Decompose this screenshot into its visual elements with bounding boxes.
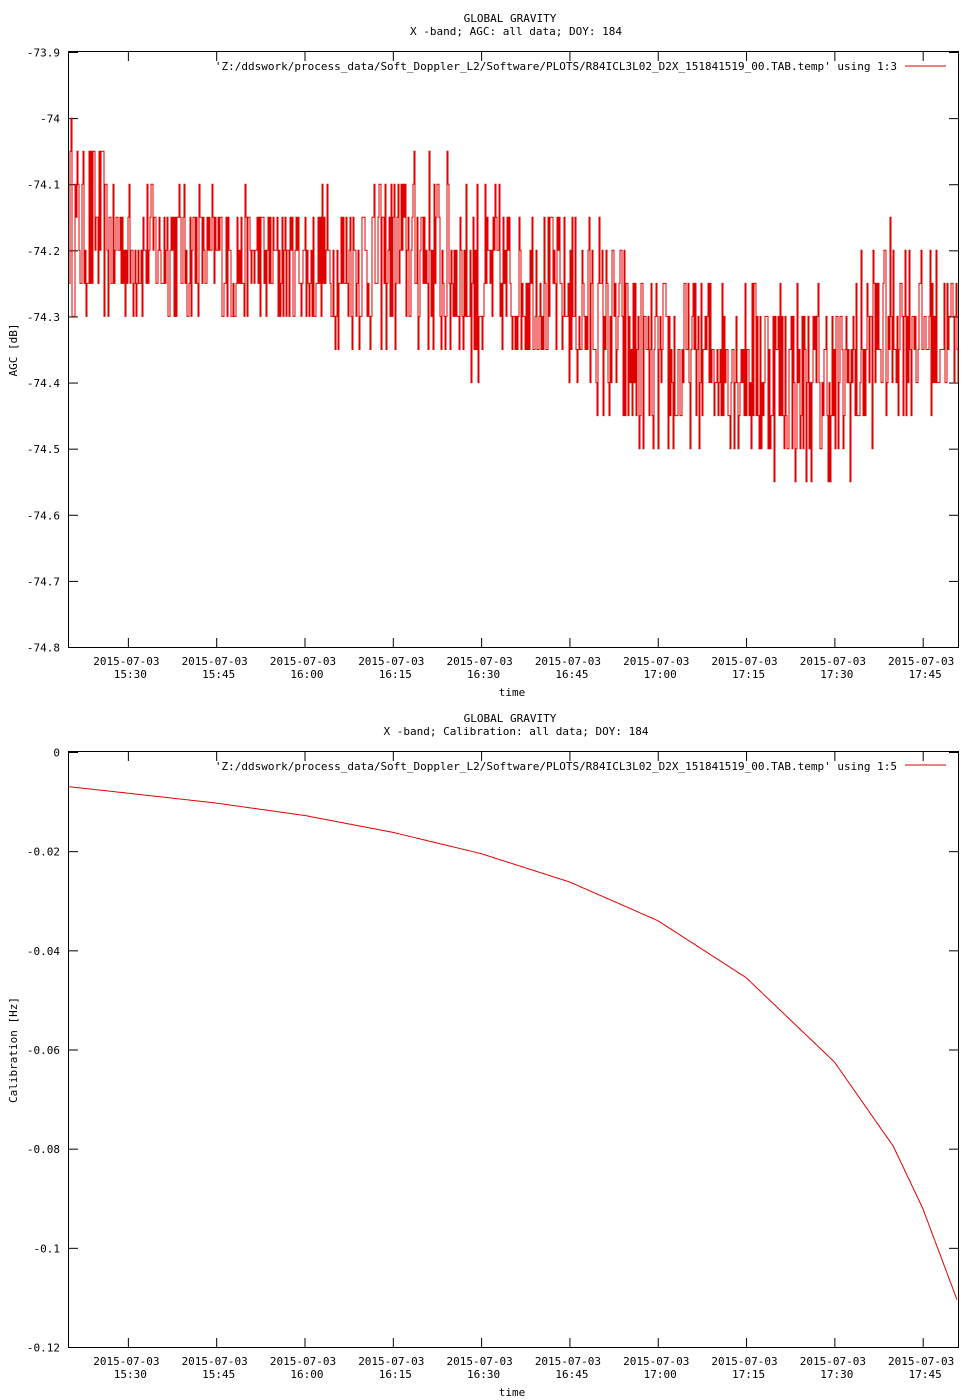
x-tick-label-time: 17:15 — [732, 1368, 765, 1381]
chart-calibration-title: GLOBAL GRAVITY — [464, 712, 557, 725]
chart-agc-x-axis-label: time — [499, 686, 526, 699]
y-tick-label: -0.02 — [27, 846, 60, 859]
y-tick-label: -74.2 — [27, 245, 60, 258]
x-tick-label-date: 2015-07-03 — [711, 655, 777, 668]
chart-calibration-series — [68, 786, 958, 1300]
y-tick-label: -0.08 — [27, 1143, 60, 1156]
x-tick-label-time: 16:15 — [379, 668, 412, 681]
y-tick-label: -74.1 — [27, 179, 60, 192]
chart-calibration-y-ticks: 0 -0.02 -0.04 -0.06 -0.08 -0.1 -0.12 — [27, 747, 958, 1355]
x-tick-label-date: 2015-07-03 — [358, 1355, 424, 1368]
x-tick-label-date: 2015-07-03 — [800, 1355, 866, 1368]
x-tick-label-date: 2015-07-03 — [270, 1355, 336, 1368]
y-tick-label: -74.6 — [27, 509, 60, 522]
x-tick-label-date: 2015-07-03 — [182, 1355, 248, 1368]
x-tick-label-date: 2015-07-03 — [447, 655, 513, 668]
series-line — [68, 786, 958, 1300]
chart-agc-x-ticks: 2015-07-0315:302015-07-0315:452015-07-03… — [93, 52, 954, 681]
chart-calibration-plot-frame — [68, 751, 959, 1348]
x-tick-label-date: 2015-07-03 — [93, 1355, 159, 1368]
y-tick-label: 0 — [53, 747, 60, 760]
chart-calibration: GLOBAL GRAVITY X -band; Calibration: all… — [7, 712, 959, 1399]
chart-calibration-x-ticks: 2015-07-0315:302015-07-0315:452015-07-03… — [93, 752, 954, 1381]
x-tick-label-date: 2015-07-03 — [447, 1355, 513, 1368]
y-tick-label: -74.5 — [27, 443, 60, 456]
y-tick-label: -0.04 — [27, 945, 60, 958]
chart-calibration-legend-label: 'Z:/ddswork/process_data/Soft_Doppler_L2… — [215, 760, 897, 773]
y-tick-label: -0.1 — [34, 1242, 61, 1255]
x-tick-label-date: 2015-07-03 — [623, 655, 689, 668]
chart-agc: GLOBAL GRAVITY X -band; AGC: all data; D… — [7, 12, 959, 699]
x-tick-label-time: 15:30 — [114, 1368, 147, 1381]
chart-agc-series — [69, 117, 959, 483]
x-tick-label-time: 16:00 — [290, 1368, 323, 1381]
x-tick-label-date: 2015-07-03 — [888, 1355, 954, 1368]
x-tick-label-time: 17:45 — [909, 668, 942, 681]
y-tick-label: -74.3 — [27, 311, 60, 324]
x-tick-label-time: 15:45 — [202, 1368, 235, 1381]
x-tick-label-time: 15:45 — [202, 668, 235, 681]
y-tick-label: -74.4 — [27, 377, 60, 390]
x-tick-label-date: 2015-07-03 — [623, 1355, 689, 1368]
y-tick-label: -74 — [40, 113, 60, 126]
chart-agc-title: GLOBAL GRAVITY — [464, 12, 557, 25]
x-tick-label-time: 15:30 — [114, 668, 147, 681]
x-tick-label-date: 2015-07-03 — [358, 655, 424, 668]
x-tick-label-time: 16:45 — [555, 668, 588, 681]
chart-calibration-x-axis-label: time — [499, 1386, 526, 1399]
series-line — [69, 117, 959, 483]
y-tick-label: -73.9 — [27, 47, 60, 60]
chart-agc-y-axis-label: AGC [dB] — [7, 324, 20, 377]
chart-agc-subtitle: X -band; AGC: all data; DOY: 184 — [410, 25, 622, 38]
x-tick-label-date: 2015-07-03 — [93, 655, 159, 668]
x-tick-label-date: 2015-07-03 — [182, 655, 248, 668]
x-tick-label-date: 2015-07-03 — [535, 655, 601, 668]
y-tick-label: -74.8 — [27, 642, 60, 655]
x-tick-label-time: 17:00 — [644, 668, 677, 681]
chart-calibration-y-axis-label: Calibration [Hz] — [7, 997, 20, 1103]
x-tick-label-date: 2015-07-03 — [888, 655, 954, 668]
y-tick-label: -74.7 — [27, 575, 60, 588]
x-tick-label-date: 2015-07-03 — [711, 1355, 777, 1368]
x-tick-label-time: 17:15 — [732, 668, 765, 681]
x-tick-label-date: 2015-07-03 — [270, 655, 336, 668]
x-tick-label-time: 17:30 — [820, 668, 853, 681]
x-tick-label-time: 16:30 — [467, 1368, 500, 1381]
x-tick-label-time: 16:15 — [379, 1368, 412, 1381]
chart-agc-legend-label: 'Z:/ddswork/process_data/Soft_Doppler_L2… — [215, 60, 897, 73]
x-tick-label-date: 2015-07-03 — [800, 655, 866, 668]
x-tick-label-date: 2015-07-03 — [535, 1355, 601, 1368]
x-tick-label-time: 16:30 — [467, 668, 500, 681]
chart-calibration-subtitle: X -band; Calibration: all data; DOY: 184 — [384, 725, 649, 738]
x-tick-label-time: 17:45 — [909, 1368, 942, 1381]
y-tick-label: -0.12 — [27, 1342, 60, 1355]
x-tick-label-time: 16:45 — [555, 1368, 588, 1381]
x-tick-label-time: 16:00 — [290, 668, 323, 681]
y-tick-label: -0.06 — [27, 1044, 60, 1057]
x-tick-label-time: 17:30 — [820, 1368, 853, 1381]
chart-agc-y-ticks: -73.9 -74 -74.1 -74.2 -74.3 -74.4 -74.5 -74.6 -7… — [27, 47, 958, 655]
x-tick-label-time: 17:00 — [644, 1368, 677, 1381]
